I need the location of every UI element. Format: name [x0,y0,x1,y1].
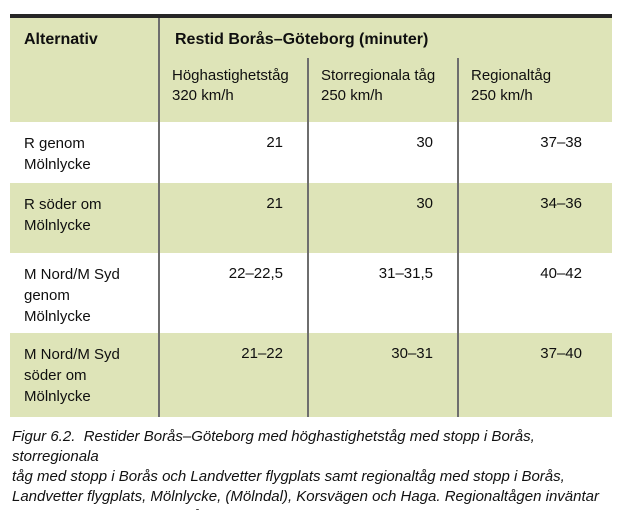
cell-value: 30 [307,183,457,253]
corner-header-alternativ: Alternativ [24,31,98,48]
cell-value: 37–40 [457,333,612,417]
column-header-regionaltag: Regionaltåg 250 km/h [457,58,612,122]
header-right-group: Restid Borås–Göteborg (minuter) Höghasti… [158,18,612,122]
column-header-row: Höghastighetståg 320 km/h Storregionala … [160,58,612,122]
figure-caption: Figur 6.2. Restider Borås–Göteborg med h… [12,428,599,510]
column-header-storregionala: Storregionala tåg 250 km/h [307,58,457,122]
row-label: R söder om Mölnlycke [24,196,102,234]
cell-value: 21–22 [158,333,307,417]
row-label: M Nord/M Syd söder om Mölnlycke [24,346,120,405]
row-label: R genom Mölnlycke [24,135,91,173]
cell-value: 37–38 [457,122,612,183]
table-row: M Nord/M Syd genom Mölnlycke 22–22,5 31–… [10,253,612,333]
table-row: M Nord/M Syd söder om Mölnlycke 21–22 30… [10,333,612,417]
cell-value: 34–36 [457,183,612,253]
table-header-band: Alternativ Restid Borås–Göteborg (minute… [10,18,612,122]
table-row: R söder om Mölnlycke 21 30 34–36 [10,183,612,253]
cell-value: 21 [158,122,307,183]
column-header-hoghastighetstag: Höghastighetståg 320 km/h [172,67,289,104]
cell-value: 30–31 [307,333,457,417]
cell-value: 40–42 [457,253,612,333]
table-row: R genom Mölnlycke 21 30 37–38 [10,122,612,183]
cell-value: 21 [158,183,307,253]
travel-time-table: Alternativ Restid Borås–Göteborg (minute… [10,14,612,417]
cell-value: 30 [307,122,457,183]
row-label: M Nord/M Syd genom Mölnlycke [24,266,120,325]
cell-value: 22–22,5 [158,253,307,333]
cell-value: 31–31,5 [307,253,457,333]
group-header-restid: Restid Borås–Göteborg (minuter) [175,31,429,48]
